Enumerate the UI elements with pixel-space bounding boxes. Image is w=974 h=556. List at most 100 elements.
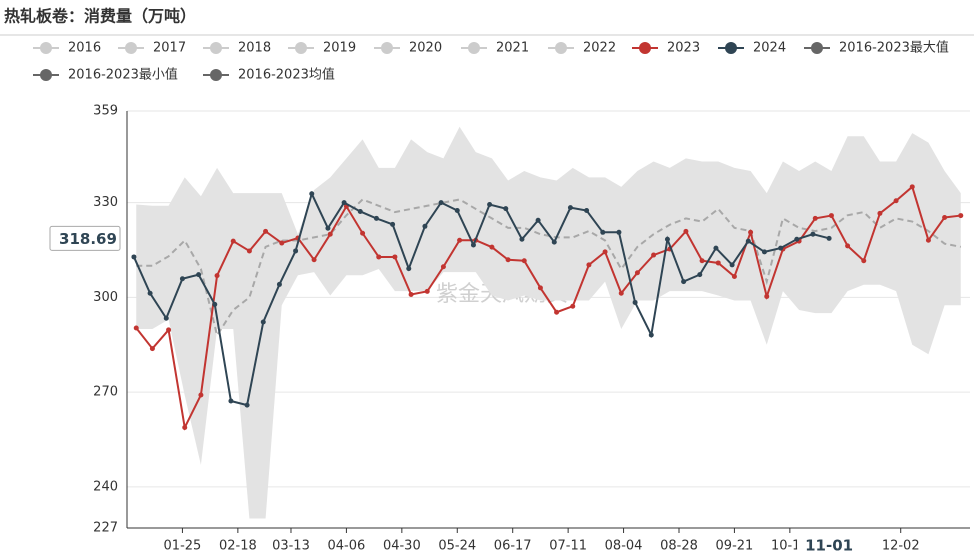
x-tick-label: 09-21 xyxy=(716,539,754,554)
legend-label: 2023 xyxy=(667,41,700,56)
series-line xyxy=(133,190,830,407)
data-point xyxy=(664,236,670,242)
data-point xyxy=(713,245,719,251)
data-point xyxy=(487,202,493,208)
data-point xyxy=(503,206,509,212)
x-tick-label: 08-04 xyxy=(605,539,643,554)
x-tick-label: 12-02 xyxy=(882,539,920,554)
data-point xyxy=(131,254,137,260)
data-point xyxy=(861,258,867,264)
data-point xyxy=(826,235,832,241)
data-point xyxy=(745,238,751,244)
x-tick-label: 01-25 xyxy=(164,539,202,554)
min-max-band xyxy=(136,126,961,519)
data-point xyxy=(457,237,463,243)
data-point xyxy=(279,240,285,246)
data-point xyxy=(163,315,169,321)
data-point xyxy=(293,248,299,254)
legend-label: 2020 xyxy=(409,41,442,56)
legend-item[interactable]: 2017 xyxy=(118,41,186,56)
legend-label: 2016 xyxy=(68,41,101,56)
legend-item[interactable]: 2016-2023最小值 xyxy=(33,67,178,83)
data-point xyxy=(360,230,366,236)
legend-item[interactable]: 2020 xyxy=(374,41,442,56)
data-point xyxy=(681,279,687,285)
y-tick-label: 227 xyxy=(93,521,118,536)
y-tick-label: 359 xyxy=(93,104,118,119)
data-point xyxy=(422,223,428,229)
data-point xyxy=(958,213,964,219)
data-point xyxy=(179,276,185,282)
data-point xyxy=(166,327,172,333)
data-point xyxy=(325,225,331,231)
data-point xyxy=(505,257,511,263)
data-point xyxy=(570,303,576,309)
data-point xyxy=(715,260,721,266)
data-point xyxy=(390,221,396,227)
data-point xyxy=(537,285,543,291)
legend-label: 2016-2023最小值 xyxy=(68,67,178,83)
data-point xyxy=(182,425,188,431)
data-point xyxy=(311,257,317,263)
data-point xyxy=(616,229,622,235)
data-point xyxy=(586,262,592,268)
data-point xyxy=(424,288,430,294)
data-point xyxy=(519,236,525,242)
data-point xyxy=(376,254,382,260)
data-point xyxy=(489,244,495,250)
legend-item[interactable]: 2024 xyxy=(718,41,786,56)
data-point xyxy=(748,229,754,235)
data-point xyxy=(729,262,735,268)
x-tick-label: 02-18 xyxy=(219,539,257,554)
data-point xyxy=(198,392,204,398)
data-point xyxy=(602,249,608,255)
data-point xyxy=(778,245,784,251)
legend-item[interactable]: 2019 xyxy=(288,41,356,56)
data-point xyxy=(133,325,139,331)
data-point xyxy=(942,214,948,220)
series-line xyxy=(135,185,961,431)
data-point xyxy=(600,229,606,235)
legend-item[interactable]: 2022 xyxy=(548,41,616,56)
legend-marker xyxy=(381,42,393,54)
legend-label: 2024 xyxy=(753,41,786,56)
data-point xyxy=(454,208,460,214)
data-point xyxy=(683,228,689,234)
data-point xyxy=(212,301,218,307)
data-point xyxy=(521,258,527,264)
legend-item[interactable]: 2016-2023均值 xyxy=(203,67,335,83)
data-point xyxy=(551,239,557,245)
legend-label: 2019 xyxy=(323,41,356,56)
data-point xyxy=(392,254,398,260)
legend-label: 2021 xyxy=(496,41,529,56)
y-tick-label: 270 xyxy=(93,385,118,400)
data-point xyxy=(149,346,155,352)
data-point xyxy=(618,290,624,296)
data-point xyxy=(244,402,250,408)
data-point xyxy=(228,398,234,404)
data-point xyxy=(794,236,800,242)
data-point xyxy=(764,293,770,299)
data-point xyxy=(438,200,444,206)
legend-item[interactable]: 2016 xyxy=(33,41,101,56)
data-point xyxy=(535,217,541,223)
x-tick-label: 04-30 xyxy=(383,539,421,554)
data-point xyxy=(341,200,347,206)
legend-item[interactable]: 2023 xyxy=(632,41,700,56)
data-point xyxy=(731,274,737,280)
data-point xyxy=(699,258,705,264)
x-tick-label: 04-06 xyxy=(328,539,366,554)
legend-item[interactable]: 2016-2023最大值 xyxy=(804,40,949,56)
legend-item[interactable]: 2018 xyxy=(203,41,271,56)
data-point xyxy=(761,249,767,255)
legend-marker xyxy=(639,42,651,54)
y-tick-label: 240 xyxy=(93,479,118,494)
legend-marker xyxy=(811,42,823,54)
y-tick-label: 300 xyxy=(93,290,118,305)
data-point xyxy=(632,299,638,305)
data-point xyxy=(263,228,269,234)
legend-item[interactable]: 2021 xyxy=(461,41,529,56)
legend-marker xyxy=(210,42,222,54)
pointer-y-box xyxy=(49,225,121,251)
legend-label: 2018 xyxy=(238,41,271,56)
